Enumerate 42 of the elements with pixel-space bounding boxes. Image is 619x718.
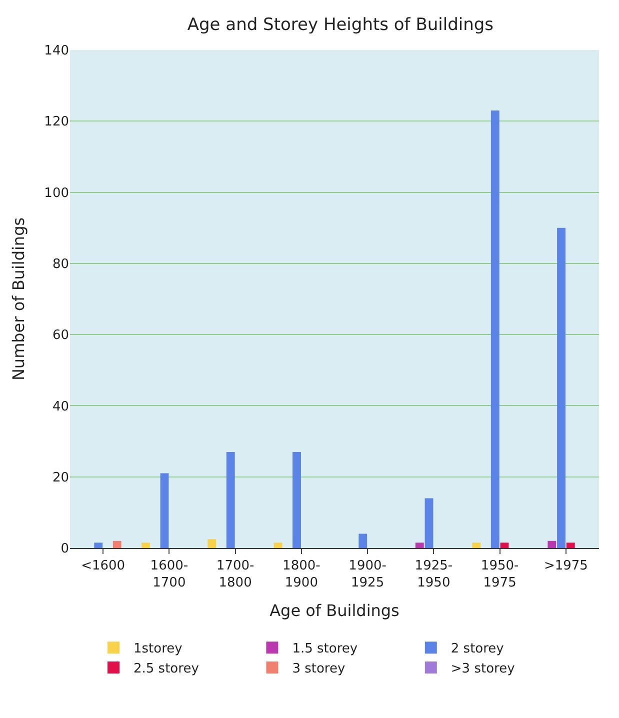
- bar: [226, 452, 235, 548]
- legend-label: 2 storey: [450, 642, 504, 657]
- bar: [424, 498, 434, 548]
- y-tick-label: 20: [52, 470, 69, 486]
- chart-title: Age and Storey Heights of Buildings: [187, 14, 494, 35]
- legend-label: >3 storey: [450, 662, 516, 677]
- x-tick-label: 1925- 1950: [414, 558, 453, 590]
- x-tick-label: <1600: [81, 558, 126, 574]
- y-tick-label: 120: [44, 114, 69, 130]
- y-tick-label: 40: [52, 399, 69, 414]
- bar: [292, 452, 301, 548]
- bar: [548, 540, 556, 548]
- bar: [274, 542, 282, 548]
- x-tick-label: 1700- 1800: [216, 558, 255, 590]
- bar: [112, 540, 122, 548]
- bar: [208, 539, 216, 548]
- bar: [500, 542, 509, 548]
- y-axis-title: Number of Buildings: [9, 217, 28, 381]
- y-tick-label: 100: [44, 186, 69, 201]
- legend-label: 1storey: [134, 642, 183, 657]
- bar: [415, 542, 424, 548]
- x-tick-label: 1800- 1900: [282, 558, 321, 590]
- x-axis-title: Age of Buildings: [270, 601, 400, 620]
- y-tick-label: 80: [52, 256, 69, 272]
- bar: [142, 542, 150, 548]
- legend-label: 3 storey: [292, 662, 346, 677]
- legend-label: 2.5 storey: [134, 662, 200, 677]
- bar: [557, 228, 566, 548]
- bar: [94, 542, 103, 548]
- x-tick-label: 1950- 1975: [480, 558, 520, 590]
- x-tick-label: >1975: [544, 558, 588, 574]
- bar: [566, 542, 575, 548]
- bar: [490, 110, 500, 548]
- y-tick-label: 140: [44, 44, 69, 59]
- x-tick-label: 1900- 1925: [348, 558, 387, 590]
- bar: [358, 534, 368, 548]
- y-tick-label: 0: [60, 542, 69, 557]
- y-tick-label: 60: [52, 328, 69, 344]
- legend-label: 1.5 storey: [292, 642, 358, 657]
- bar: [160, 473, 169, 548]
- x-tick-label: 1600- 1700: [150, 558, 188, 590]
- bar: [472, 542, 481, 548]
